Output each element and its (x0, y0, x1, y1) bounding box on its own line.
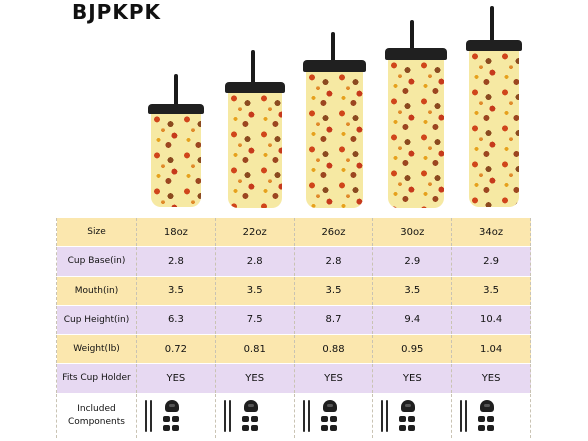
plug-icon (241, 415, 249, 422)
components-image (137, 394, 215, 438)
cell: 2.9 (451, 246, 531, 276)
tumbler-18oz-image (148, 74, 204, 207)
cell: 3.5 (372, 276, 453, 306)
cell: 22oz (214, 217, 295, 247)
components-image (452, 394, 530, 438)
row-label: Included Components (56, 393, 137, 438)
cell: 1.04 (451, 334, 531, 364)
cell: 3.5 (136, 276, 216, 306)
cell: 0.81 (214, 334, 295, 364)
components-image (216, 394, 294, 438)
cell: 3.5 (451, 276, 531, 306)
cell: 8.7 (293, 305, 374, 335)
row-label: Cup Height(in) (56, 305, 137, 335)
lid-icon (401, 399, 416, 412)
components-cell (451, 393, 531, 438)
row-label: Cup Base(in) (56, 246, 137, 276)
cell: 3.5 (214, 276, 295, 306)
table-row-weight: Weight(lb) 0.72 0.81 0.88 0.95 1.04 (56, 334, 531, 364)
cell: 7.5 (214, 305, 295, 335)
cell: 2.9 (372, 246, 453, 276)
cell: YES (214, 363, 295, 393)
cell: 10.4 (451, 305, 531, 335)
cell: YES (451, 363, 531, 393)
lid-icon (243, 399, 258, 412)
cell: 6.3 (136, 305, 216, 335)
lid-icon (480, 399, 495, 412)
lid-icon (322, 399, 337, 412)
brand-logo: BJPKPK (72, 0, 161, 24)
spec-table: Size 18oz 22oz 26oz 30oz 34oz Cup Base(i… (56, 217, 531, 438)
cell: 3.5 (293, 276, 374, 306)
cell: 9.4 (372, 305, 453, 335)
tumbler-30oz-image (385, 20, 447, 208)
lid-icon (165, 399, 179, 412)
table-row-fits-cup-holder: Fits Cup Holder YES YES YES YES YES (56, 363, 531, 393)
row-label: Weight(lb) (56, 334, 137, 364)
table-row-cup-base: Cup Base(in) 2.8 2.8 2.8 2.9 2.9 (56, 246, 531, 276)
cell: YES (136, 363, 216, 393)
plug-icon (163, 415, 170, 422)
components-cell (372, 393, 453, 438)
cell: YES (372, 363, 453, 393)
row-label: Mouth(in) (56, 276, 137, 306)
plug-icon (399, 415, 407, 422)
components-image (295, 394, 373, 438)
components-cell (214, 393, 295, 438)
row-label: Fits Cup Holder (56, 363, 137, 393)
row-label: Size (56, 217, 137, 247)
tumbler-34oz-image (466, 6, 522, 207)
cell: 18oz (136, 217, 216, 247)
components-cell (293, 393, 374, 438)
plug-icon (320, 415, 328, 422)
components-cell (136, 393, 216, 438)
cell: 30oz (372, 217, 453, 247)
table-row-included-components: Included Components (56, 393, 531, 438)
table-row-size: Size 18oz 22oz 26oz 30oz 34oz (56, 217, 531, 247)
components-image (373, 394, 451, 438)
table-row-cup-height: Cup Height(in) 6.3 7.5 8.7 9.4 10.4 (56, 305, 531, 335)
table-row-mouth: Mouth(in) 3.5 3.5 3.5 3.5 3.5 (56, 276, 531, 306)
cell: 2.8 (214, 246, 295, 276)
cell: 2.8 (136, 246, 216, 276)
cell: 2.8 (293, 246, 374, 276)
cell: 34oz (451, 217, 531, 247)
cell: 0.88 (293, 334, 374, 364)
tumbler-26oz-image (303, 32, 366, 208)
cell: 26oz (293, 217, 374, 247)
plug-icon (478, 415, 486, 422)
cell: YES (293, 363, 374, 393)
cell: 0.95 (372, 334, 453, 364)
tumbler-22oz-image (225, 50, 285, 208)
cell: 0.72 (136, 334, 216, 364)
